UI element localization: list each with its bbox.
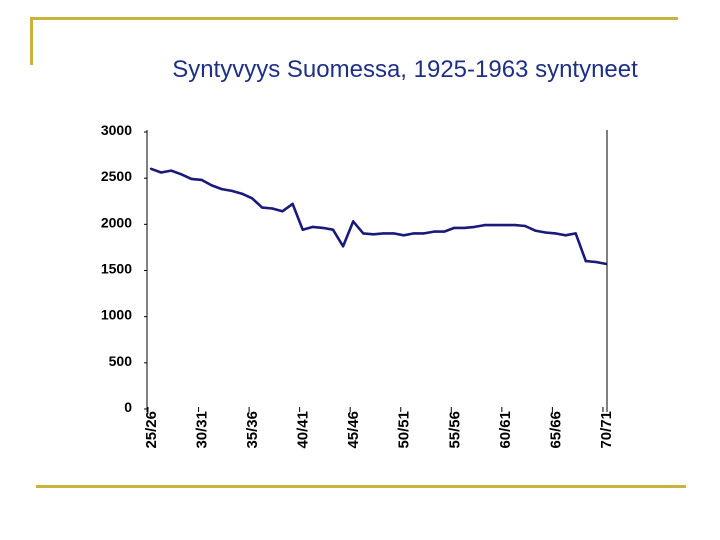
series-line — [150, 167, 607, 266]
data-point — [149, 167, 153, 170]
y-tick-label: 1500 — [101, 261, 132, 277]
y-tick-label: 1000 — [101, 307, 132, 323]
data-point — [372, 233, 375, 236]
data-point — [230, 189, 234, 193]
data-point — [220, 187, 223, 191]
data-point — [190, 177, 193, 181]
data-point — [443, 230, 446, 233]
data-point — [291, 202, 294, 206]
data-point — [281, 210, 284, 213]
chart-axes — [146, 130, 608, 412]
data-point — [513, 223, 517, 227]
data-point — [352, 220, 355, 223]
data-point — [503, 223, 507, 227]
data-point — [422, 232, 426, 235]
data-point — [432, 230, 436, 233]
x-tick-label: 50/51 — [396, 411, 413, 449]
data-point — [341, 245, 345, 248]
x-tick-label: 65/66 — [547, 411, 564, 449]
y-tick-label: 2500 — [101, 168, 132, 184]
data-point — [240, 192, 244, 195]
data-point — [483, 223, 486, 227]
data-point — [200, 178, 203, 182]
data-point — [453, 226, 456, 230]
data-point — [159, 171, 163, 174]
y-tick-label: 3000 — [101, 122, 132, 138]
data-point — [584, 259, 587, 263]
data-point — [412, 232, 416, 235]
y-tick-labels: 0 500 1000 1500 2000 2500 3000 — [101, 122, 147, 415]
data-point — [564, 234, 567, 237]
x-tick-label: 60/61 — [497, 411, 514, 449]
frame-bottom-line — [36, 485, 686, 488]
data-point — [604, 262, 608, 266]
y-tick-label: 500 — [109, 353, 133, 369]
data-point — [534, 229, 537, 232]
data-point — [473, 225, 476, 229]
y-tick-label: 2000 — [101, 214, 132, 230]
x-tick-label: 70/71 — [598, 411, 615, 449]
data-point — [554, 232, 557, 235]
x-tick-label: 55/56 — [446, 411, 463, 449]
frame-left-line — [30, 17, 33, 65]
y-tick-label: 0 — [124, 399, 132, 415]
data-point — [321, 226, 325, 230]
data-point — [402, 234, 405, 237]
data-point — [463, 226, 466, 230]
data-point — [210, 184, 213, 187]
data-point — [574, 232, 577, 235]
x-tick-labels: 25/26 30/31 35/36 40/41 45/46 50/51 55/56 60/61… — [143, 407, 615, 449]
data-point — [594, 260, 598, 264]
data-point — [493, 223, 496, 227]
frame-top-line — [30, 17, 678, 20]
data-point — [301, 228, 304, 231]
x-tick-label: 30/31 — [194, 411, 211, 449]
slide-title: Syntyvyys Suomessa, 1925-1963 syntyneet — [172, 56, 638, 83]
data-point — [544, 231, 547, 234]
x-tick-label: 25/26 — [143, 411, 160, 449]
data-point — [392, 232, 395, 235]
chart-series — [149, 167, 608, 266]
data-point — [362, 232, 365, 235]
data-point — [523, 224, 527, 228]
data-point — [331, 228, 335, 231]
data-point — [382, 232, 385, 235]
x-tick-label: 35/36 — [244, 411, 261, 449]
x-tick-label: 40/41 — [295, 411, 312, 449]
data-point — [271, 207, 274, 210]
data-point — [311, 225, 314, 229]
data-point — [170, 169, 173, 172]
data-point — [250, 197, 254, 200]
x-tick-label: 45/46 — [345, 411, 362, 449]
data-point — [180, 173, 183, 176]
data-point — [261, 206, 264, 209]
